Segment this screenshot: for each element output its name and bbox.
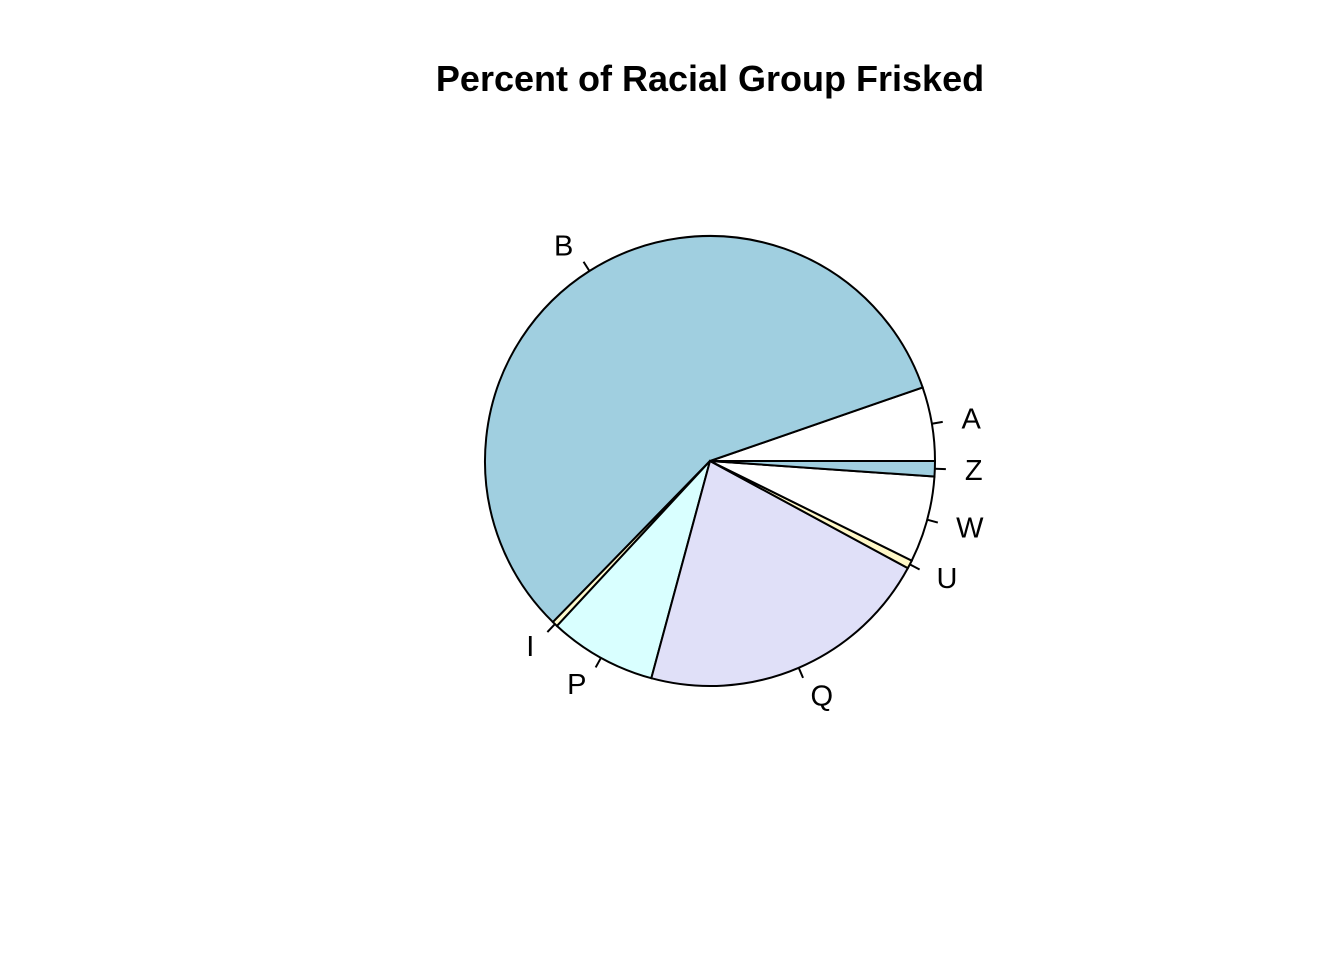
slice-label-z: Z xyxy=(965,455,983,487)
pie-slice-q xyxy=(650,459,910,687)
pie-slice-b xyxy=(484,235,924,624)
slice-label-i: I xyxy=(526,631,534,663)
slice-label-q: Q xyxy=(811,680,834,712)
pie-tick-b xyxy=(582,261,591,272)
pie-tick-i xyxy=(546,623,556,633)
pie-tick-u xyxy=(909,563,921,571)
pie-tick-a xyxy=(931,420,943,425)
slice-label-b: B xyxy=(554,231,573,263)
pie-slice-p xyxy=(555,460,711,680)
slice-label-a: A xyxy=(961,404,981,436)
slice-label-u: U xyxy=(936,563,957,595)
pie-tick-q xyxy=(797,667,804,679)
chart-title: Percent of Racial Group Frisked xyxy=(435,58,985,99)
slice-label-w: W xyxy=(956,513,984,545)
slice-label-p: P xyxy=(567,669,586,701)
pie-tick-w xyxy=(926,518,939,524)
pie-tick-p xyxy=(594,657,602,668)
